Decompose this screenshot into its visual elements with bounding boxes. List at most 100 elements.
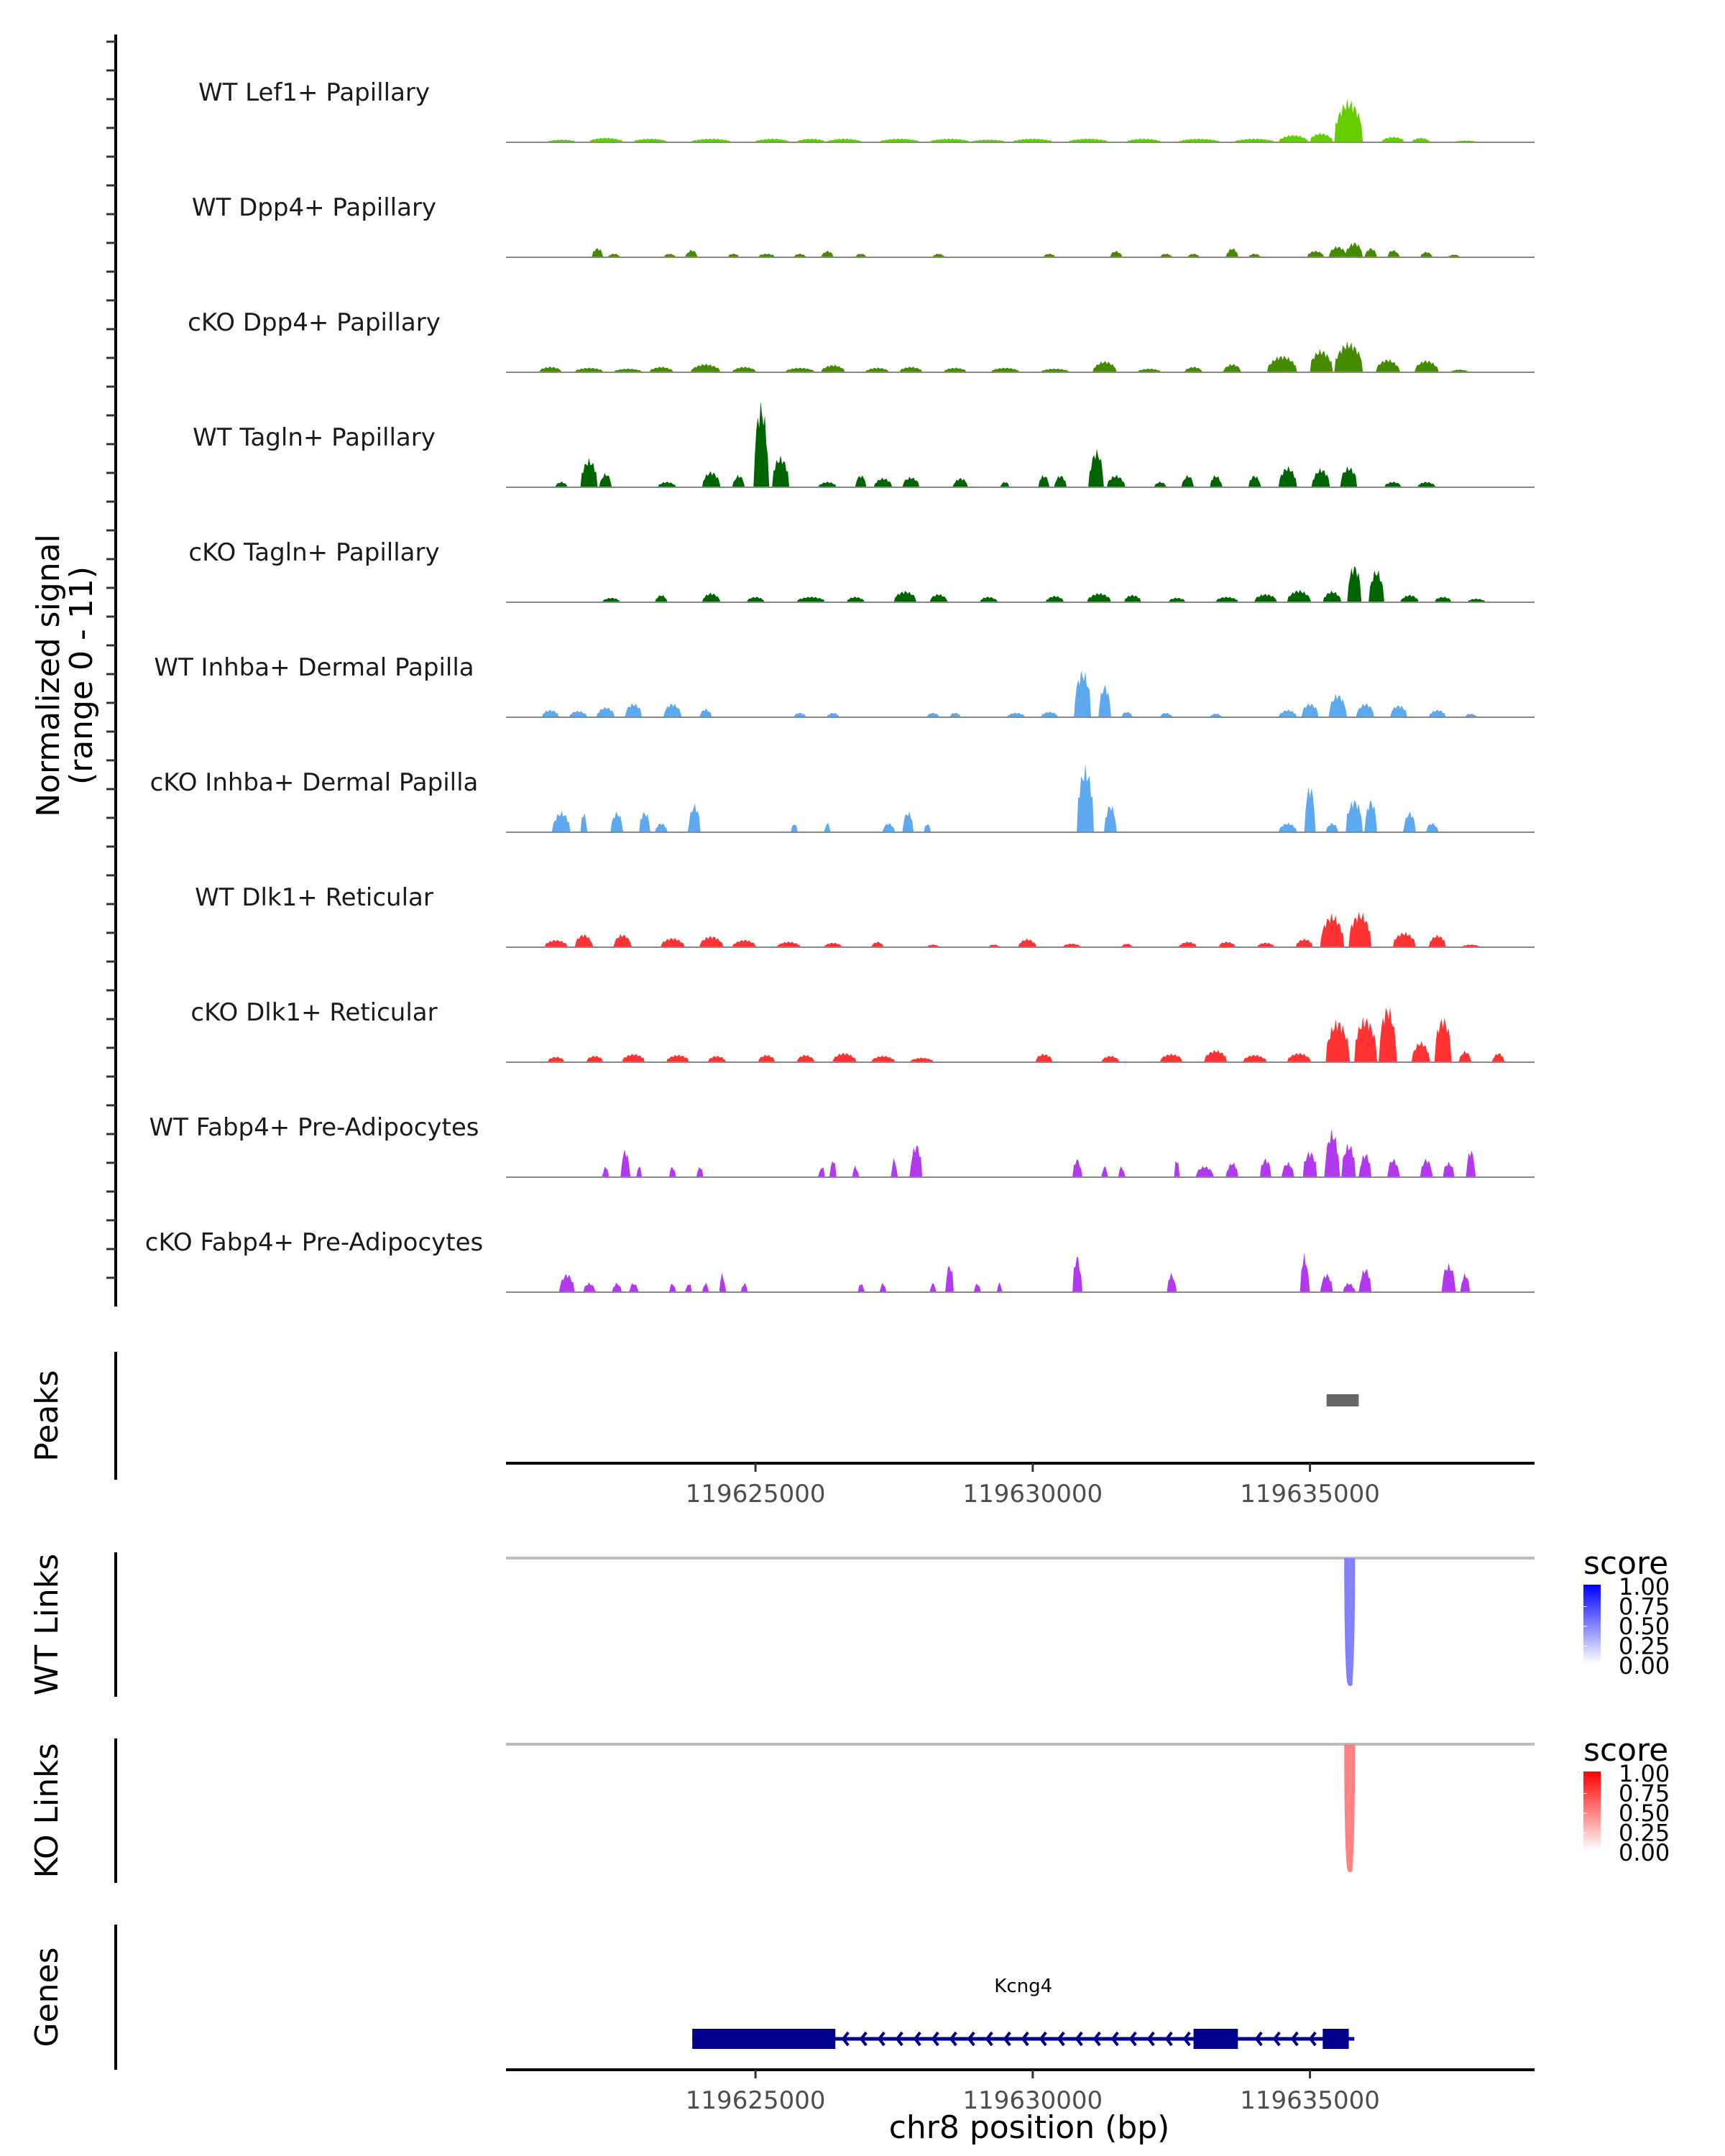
- coverage-area: [506, 1006, 1535, 1062]
- strand-arrow-icon: [967, 2031, 975, 2047]
- strand-arrow-icon: [1308, 2031, 1317, 2047]
- coverage-area: [506, 566, 1535, 602]
- coverage-track: WT Tagln+ Papillary: [193, 401, 1535, 488]
- gene-name-label: Kcng4: [994, 1976, 1052, 1997]
- track-label: WT Fabp4+ Pre-Adipocytes: [150, 1113, 479, 1142]
- coverage-area: [506, 1128, 1535, 1177]
- x-tick-label: 119635000: [1240, 2086, 1380, 2115]
- strand-arrow-icon: [1021, 2031, 1029, 2047]
- legend-tick-label: 0.00: [1619, 1652, 1670, 1680]
- gene-model: Kcng4: [692, 1976, 1355, 2049]
- coverage-area: [506, 671, 1535, 717]
- legend-tick-label: 0.25: [1619, 1633, 1670, 1660]
- strand-arrow-icon: [1039, 2031, 1047, 2047]
- legend-tick-label: 0.75: [1619, 1593, 1670, 1621]
- x-axes: 119625000 119630000 119635000 119625000 1196…: [506, 1462, 1535, 2115]
- coverage-tracks: WT Lef1+ Papillary WT Dpp4+ Papillary cKO …: [106, 34, 1535, 1307]
- legend-tick-label: 1.00: [1619, 1760, 1670, 1787]
- coverage-track: cKO Fabp4+ Pre-Adipocytes: [145, 1228, 1535, 1293]
- links-track-label: KO Links: [29, 1743, 65, 1878]
- coverage-track: cKO Inhba+ Dermal Papilla: [150, 763, 1535, 833]
- links-track-label: WT Links: [29, 1554, 65, 1695]
- link-arc: [1347, 1557, 1354, 1686]
- strand-arrow-icon: [1003, 2031, 1011, 2047]
- strand-arrow-icon: [1092, 2031, 1101, 2047]
- track-label: cKO Dpp4+ Papillary: [188, 308, 441, 337]
- coverage-track: cKO Dpp4+ Papillary: [188, 308, 1535, 373]
- strand-arrow-icon: [1110, 2031, 1119, 2047]
- strand-arrow-icon: [841, 2031, 850, 2047]
- gene-exon: [1322, 2029, 1349, 2049]
- links-track: WT Links: [29, 1552, 1535, 1697]
- y-axis-subtitle: (range 0 - 11): [63, 566, 100, 785]
- strand-arrow-icon: [913, 2031, 921, 2047]
- x-tick-label: 119630000: [963, 2086, 1103, 2115]
- peaks-track: Peaks: [29, 1352, 1359, 1480]
- strand-arrow-icon: [1128, 2031, 1137, 2047]
- legend-colorbar: [1583, 1772, 1601, 1851]
- track-label: WT Tagln+ Papillary: [193, 423, 436, 452]
- legend-tick-label: 0.50: [1619, 1800, 1670, 1827]
- x-tick-label: 119630000: [963, 1480, 1103, 1508]
- strand-arrow-icon: [877, 2031, 886, 2047]
- coverage-track: cKO Dlk1+ Reticular: [190, 998, 1535, 1063]
- peak-region: [1326, 1394, 1359, 1406]
- legend-title: score: [1583, 1732, 1668, 1769]
- strand-arrow-icon: [1164, 2031, 1173, 2047]
- gene-exon: [1193, 2029, 1238, 2049]
- coverage-area: [506, 98, 1535, 142]
- coverage-track: WT Dlk1+ Reticular: [195, 883, 1535, 948]
- links-track: KO Links: [29, 1738, 1535, 1883]
- strand-arrow-icon: [1075, 2031, 1083, 2047]
- strand-arrow-icon: [931, 2031, 939, 2047]
- link-arc: [1347, 1743, 1354, 1872]
- coverage-area: [506, 243, 1535, 257]
- x-tick-label: 119625000: [686, 2086, 826, 2115]
- gene-exon: [692, 2029, 836, 2049]
- y-axis-title: Normalized signal: [30, 534, 67, 817]
- peaks-track-label: Peaks: [29, 1370, 65, 1461]
- track-label: cKO Dlk1+ Reticular: [190, 998, 437, 1027]
- coverage-track: cKO Tagln+ Papillary: [188, 538, 1535, 603]
- coverage-area: [506, 401, 1535, 487]
- legend-tick-label: 0.50: [1619, 1613, 1670, 1640]
- x-axis-title: chr8 position (bp): [889, 2109, 1170, 2146]
- legend-colorbar: [1583, 1585, 1601, 1664]
- strand-arrow-icon: [1290, 2031, 1299, 2047]
- link-score-legends: score1.000.750.500.250.00score1.000.750.…: [1583, 1545, 1670, 1866]
- coverage-track: WT Lef1+ Papillary: [198, 78, 1535, 143]
- track-label: WT Inhba+ Dermal Papilla: [154, 653, 474, 682]
- links-tracks: WT Links KO Links: [29, 1552, 1535, 1883]
- strand-arrow-icon: [1146, 2031, 1155, 2047]
- legend-tick-label: 0.25: [1619, 1820, 1670, 1847]
- coverage-track: WT Fabp4+ Pre-Adipocytes: [150, 1113, 1535, 1178]
- coverage-area: [506, 341, 1535, 372]
- track-label: WT Dpp4+ Papillary: [192, 193, 436, 222]
- track-label: cKO Inhba+ Dermal Papilla: [150, 768, 479, 797]
- track-label: cKO Fabp4+ Pre-Adipocytes: [145, 1228, 484, 1257]
- legend-tick-label: 1.00: [1619, 1573, 1670, 1600]
- strand-arrow-icon: [1254, 2031, 1263, 2047]
- strand-arrow-icon: [1057, 2031, 1065, 2047]
- legend-tick-label: 0.00: [1619, 1839, 1670, 1866]
- coverage-track: WT Dpp4+ Papillary: [192, 193, 1535, 258]
- coverage-area: [506, 1253, 1535, 1292]
- x-tick-label: 119635000: [1240, 1480, 1380, 1508]
- legend-tick-label: 0.75: [1619, 1780, 1670, 1807]
- x-tick-label: 119625000: [686, 1480, 826, 1508]
- strand-arrow-icon: [1182, 2031, 1191, 2047]
- genes-track-label: Genes: [29, 1947, 65, 2047]
- track-label: cKO Tagln+ Papillary: [188, 538, 439, 567]
- strand-arrow-icon: [895, 2031, 903, 2047]
- coverage-area: [506, 763, 1535, 832]
- strand-arrow-icon: [859, 2031, 868, 2047]
- legend-title: score: [1583, 1545, 1668, 1582]
- coverage-track: WT Inhba+ Dermal Papilla: [154, 653, 1535, 718]
- track-label: WT Dlk1+ Reticular: [195, 883, 433, 912]
- track-label: WT Lef1+ Papillary: [198, 78, 430, 107]
- strand-arrow-icon: [949, 2031, 957, 2047]
- strand-arrow-icon: [1272, 2031, 1281, 2047]
